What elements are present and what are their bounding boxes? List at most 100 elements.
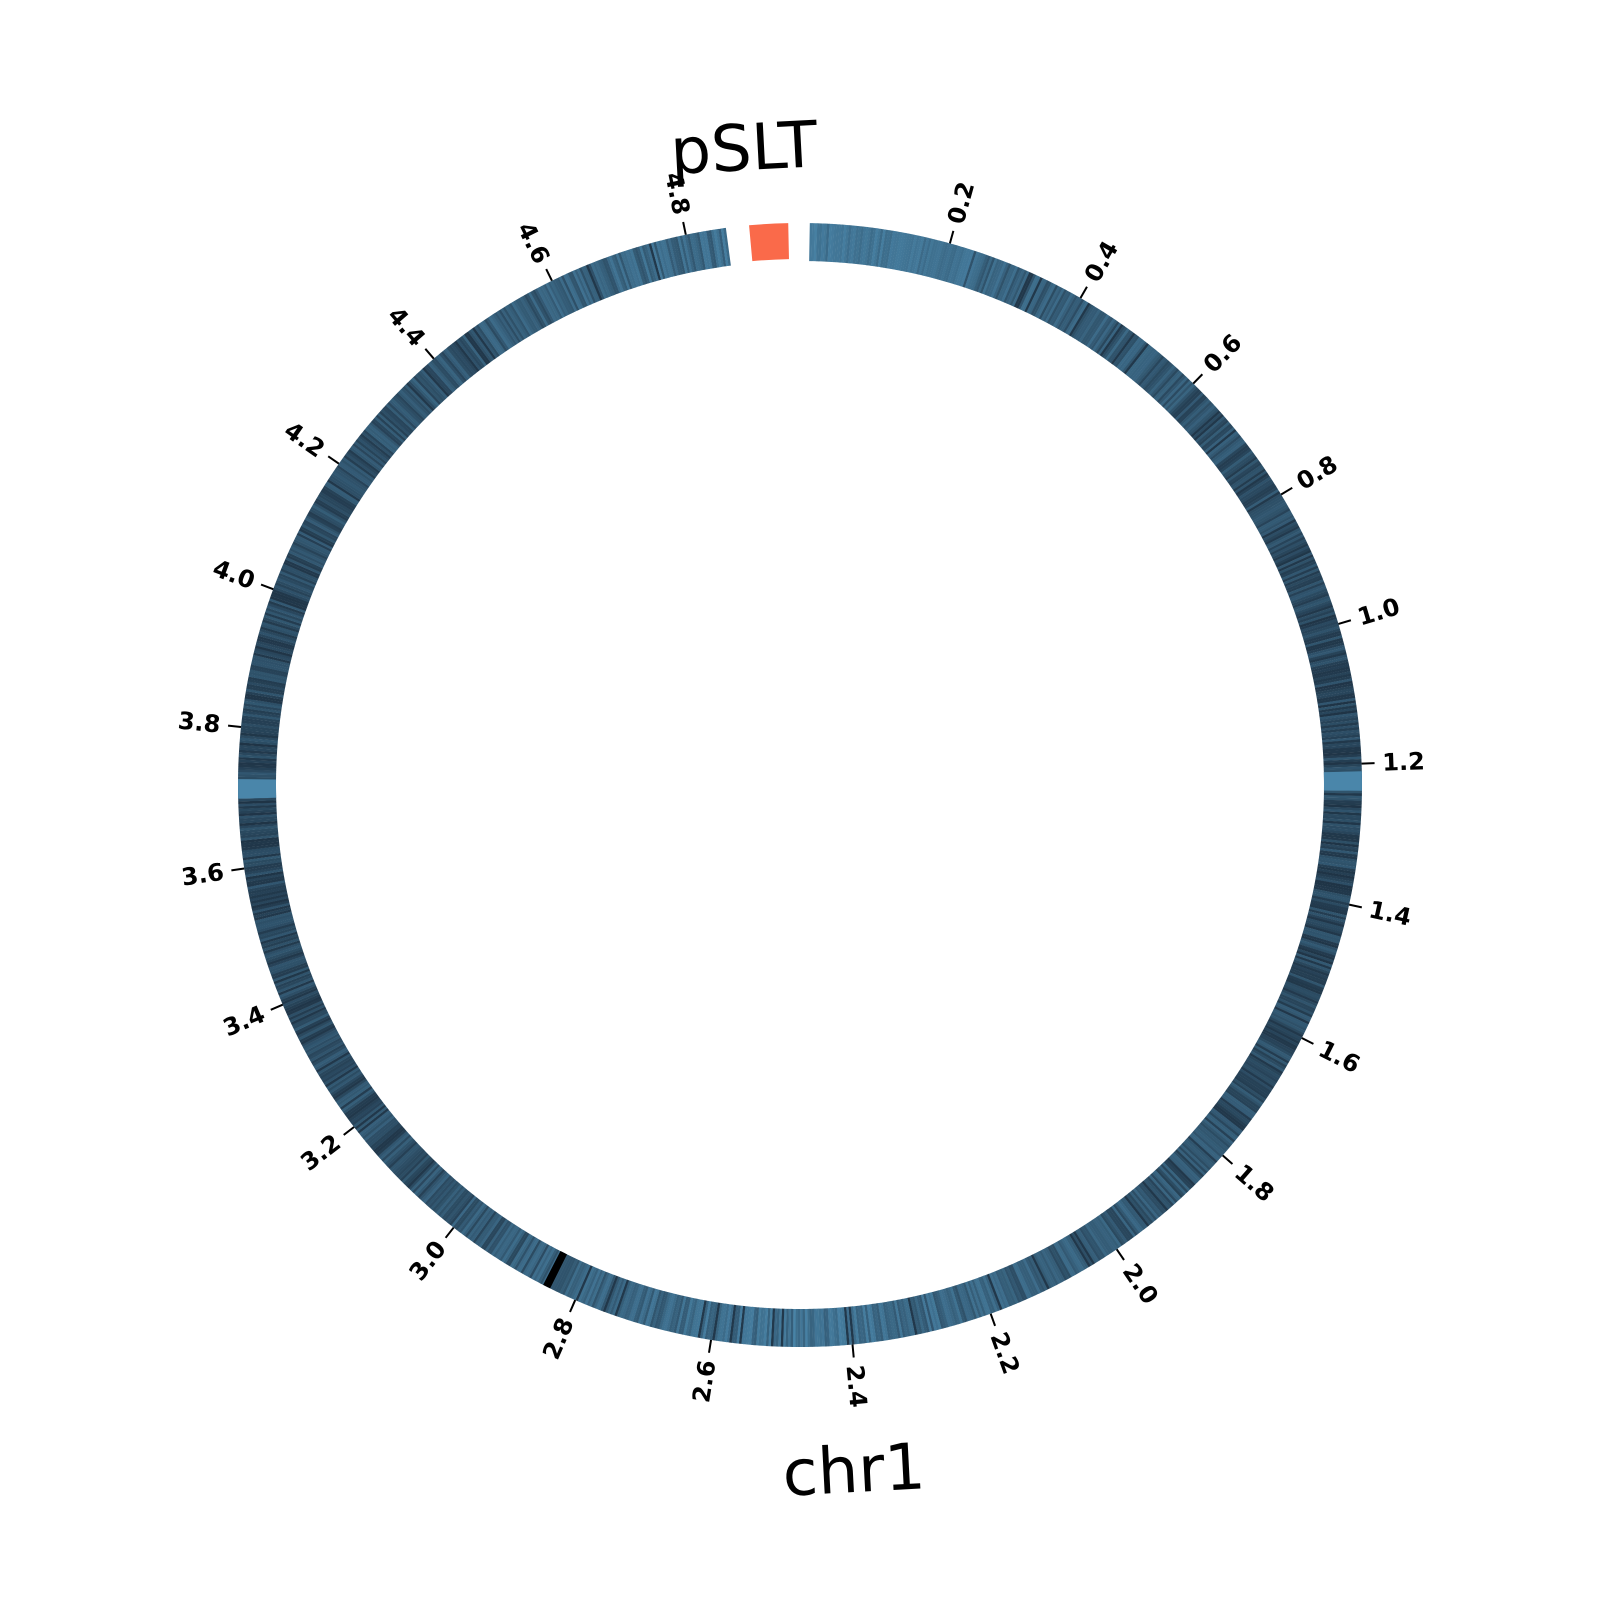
chr1-segment [364,427,396,454]
chr1-segment [1314,881,1353,892]
chr1-segment [547,281,567,317]
chr1-segment [404,1157,434,1187]
chr1-segment [1283,567,1320,585]
chr1-segment [1114,335,1140,368]
chr1-segment [1143,1179,1171,1210]
chr1-segment [243,855,282,863]
chr1-segment [447,1192,473,1225]
chr1-segment [429,360,457,391]
chr1-segment [291,1008,328,1028]
chr1-segment [618,1281,634,1318]
chr1-segment [738,1305,746,1344]
chr1-segment [1196,1125,1228,1153]
chr1-segment [474,1212,499,1245]
chr1-segment [350,1098,382,1124]
chr1-segment [267,953,305,969]
chr1-segment [1225,1089,1258,1114]
chr1-segment [746,1306,753,1345]
chr1-segment [1319,852,1358,860]
chr1-segment [816,223,820,262]
chr1-segment [944,244,959,283]
chr1-segment [627,249,642,287]
chr1-segment [1322,822,1361,829]
chr1-segment [245,693,283,703]
chr1-segment [958,249,973,287]
chr1-segment [982,1275,998,1312]
chr1-segment [1322,736,1361,743]
chr1-segment [936,242,949,280]
chr1-segment [586,1269,604,1306]
chr1-segment [249,669,288,680]
chr1-segment [1279,993,1316,1012]
chr1-segment [778,1308,782,1347]
chr1-segment [630,1284,645,1322]
chr1-segment [268,955,306,971]
chr1-segment [1320,719,1359,727]
chr1-segment [352,442,385,469]
chr1-segment [335,466,369,491]
chr1-segment [315,1051,350,1073]
chr1-segment [1111,1205,1136,1238]
chr1-segment [1317,865,1356,875]
chr1-segment [1303,928,1341,942]
chr1-segment [898,1299,909,1338]
chr1-segment [1301,933,1340,947]
chr1-segment [346,450,379,476]
chr1-segment [394,1147,424,1177]
chr1-segment [291,543,327,563]
chr1-segment [1309,904,1348,916]
chr1-segment [330,1072,364,1096]
chr1-segment [1176,1147,1206,1176]
chr1-segment [574,269,592,306]
chr1-segment [975,1277,991,1315]
chr1-segment [639,1287,654,1325]
chr1-segment [590,262,607,299]
chr1-segment [347,1095,380,1120]
chr1-segment [319,491,354,514]
chr1-segment [678,1296,689,1335]
chr1-segment [403,1156,432,1185]
chr1-segment [266,948,304,964]
chr1-segment [905,1297,916,1336]
chr1-segment [780,1308,785,1347]
chr1-segment [938,242,951,281]
chr1-segment [622,250,638,288]
chr1-segment [692,1299,703,1338]
chr1-segment [238,813,277,819]
chr1-segment [248,886,287,897]
chr1-segment [1246,1056,1281,1079]
chr1-segment [1234,1076,1268,1100]
chr1-segment [1306,915,1345,928]
chr1-segment [706,230,715,269]
chr1-segment [443,1189,470,1222]
chr1-segment [864,227,872,266]
chr1-segment [328,477,362,500]
chr1-segment [1276,999,1313,1018]
chr1-segment [977,1277,994,1314]
chr1-segment [807,1308,811,1347]
chr1-segment [499,1227,522,1262]
chr1-segment [691,233,702,271]
tick-mark [444,1226,455,1239]
tick-mark [851,1344,855,1358]
chr1-segment [244,866,283,875]
chr1-segment [936,1290,949,1328]
chr1-segment [986,1273,1003,1311]
chr1-segment [1257,510,1292,532]
chr1-segment [1312,890,1351,902]
tick-label: 2.6 [687,1358,721,1404]
chr1-segment [1187,1135,1218,1164]
chr1-segment [260,626,298,640]
chr1-segment [1294,599,1332,615]
chr1-segment [407,380,437,410]
chr1-segment [882,1302,892,1340]
chr1-segment [306,512,342,534]
chr1-segment [913,236,925,275]
chr1-segment [1323,754,1362,759]
chr1-segment [658,1292,671,1330]
chr1-segment [255,915,294,928]
chr1-segment [251,900,290,912]
chr1-segment [1132,350,1159,382]
chr1-segment [748,1306,755,1345]
chr1-segment [342,1089,376,1114]
